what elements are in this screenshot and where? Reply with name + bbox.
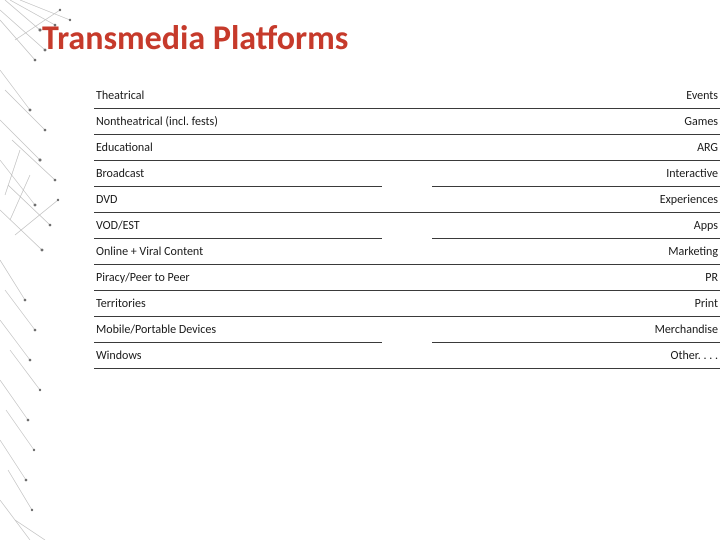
cell-right: Experiences <box>407 187 720 213</box>
table-row: TerritoriesPrint <box>94 291 720 317</box>
cell-right: ARG <box>407 135 720 161</box>
cell-left: Nontheatrical (incl. fests) <box>94 109 407 135</box>
cell-left: Broadcast <box>94 161 382 187</box>
platforms-table: TheatricalEventsNontheatrical (incl. fes… <box>94 83 720 369</box>
row-gap <box>382 161 432 187</box>
cell-left: Mobile/Portable Devices <box>94 317 382 343</box>
cell-right: PR <box>407 265 720 291</box>
cell-left: Educational <box>94 135 407 161</box>
cell-right: Interactive <box>432 161 720 187</box>
cell-right: Merchandise <box>432 317 720 343</box>
cell-left: DVD <box>94 187 407 213</box>
page-title: Transmedia Platforms <box>42 18 720 59</box>
cell-right: Games <box>407 109 720 135</box>
table-row: TheatricalEvents <box>94 83 720 109</box>
table-row: WindowsOther. . . . <box>94 343 720 369</box>
row-gap <box>382 213 432 239</box>
table-row: EducationalARG <box>94 135 720 161</box>
cell-left: Piracy/Peer to Peer <box>94 265 407 291</box>
table-row: Online + Viral ContentMarketing <box>94 239 720 265</box>
table-row: Mobile/Portable Devices Merchandise <box>94 317 720 343</box>
cell-right: Other. . . . <box>407 343 720 369</box>
row-gap <box>382 317 432 343</box>
table-row: VOD/EST Apps <box>94 213 720 239</box>
cell-left: Theatrical <box>94 83 407 109</box>
cell-left: VOD/EST <box>94 213 382 239</box>
table-row: Nontheatrical (incl. fests)Games <box>94 109 720 135</box>
cell-right: Marketing <box>407 239 720 265</box>
cell-left: Territories <box>94 291 407 317</box>
cell-left: Windows <box>94 343 407 369</box>
cell-right: Events <box>407 83 720 109</box>
table-row: DVDExperiences <box>94 187 720 213</box>
cell-right: Print <box>407 291 720 317</box>
cell-right: Apps <box>432 213 720 239</box>
cell-left: Online + Viral Content <box>94 239 407 265</box>
table-row: Piracy/Peer to PeerPR <box>94 265 720 291</box>
table-row: Broadcast Interactive <box>94 161 720 187</box>
